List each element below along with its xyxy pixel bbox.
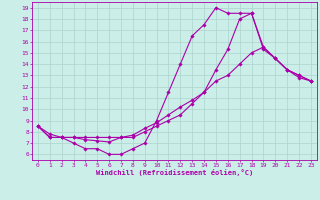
X-axis label: Windchill (Refroidissement éolien,°C): Windchill (Refroidissement éolien,°C) (96, 169, 253, 176)
